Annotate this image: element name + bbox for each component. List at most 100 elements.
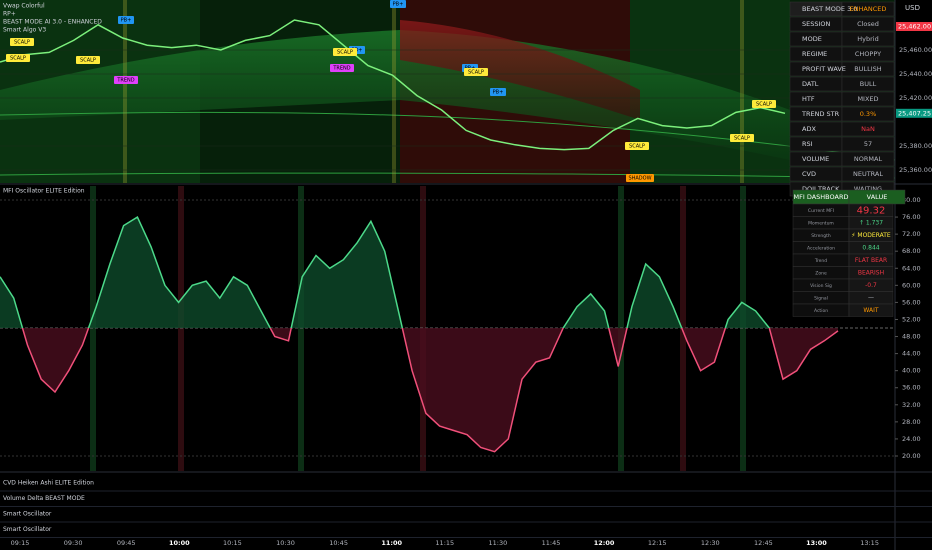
table-key: Strength: [811, 233, 831, 239]
table-key: HTF: [802, 95, 815, 103]
table-cell: [841, 106, 895, 122]
table-value: Closed: [857, 20, 879, 28]
table-value: -0.7: [865, 282, 877, 289]
table-value: WAITING: [854, 185, 882, 193]
table-cell: [841, 16, 895, 32]
time-label: 11:45: [542, 539, 561, 547]
signal-label: SCALP: [629, 144, 645, 150]
table-key: Signal: [814, 296, 828, 302]
top-pane-bg: [0, 0, 896, 183]
mfi-line-up: [0, 216, 771, 328]
signal-tag: [625, 142, 649, 150]
table-cell: [841, 61, 895, 77]
signal-label: SCALP: [10, 56, 26, 62]
mfi-tick-label: 32.00: [902, 401, 921, 409]
table-cell: [841, 121, 895, 137]
time-label: 09:45: [117, 539, 136, 547]
mfi-tick-label: 24.00: [902, 435, 921, 443]
time-label: 09:30: [64, 539, 83, 547]
mfi-tick-label: 60.00: [902, 281, 921, 289]
time-label: 10:15: [223, 539, 242, 547]
price-line: [0, 19, 786, 151]
signal-label: SCALP: [337, 50, 353, 56]
table-key: Action: [814, 308, 828, 314]
mfi-tick-label: 28.00: [902, 418, 921, 426]
signal-tag: [10, 38, 34, 46]
price-tick-label: 25,380.00: [899, 142, 932, 150]
table-key: Zone: [815, 271, 827, 277]
signal-tag: [490, 88, 506, 96]
table-cell: [841, 91, 895, 107]
table-key: ADX: [802, 125, 816, 133]
time-label: 11:30: [489, 539, 508, 547]
table-value: CHOPPY: [855, 50, 881, 58]
table-key: DATL: [802, 80, 819, 88]
time-label: 11:00: [381, 539, 402, 547]
table-key: PROFIT WAVE: [802, 65, 846, 73]
pane-title: Smart Oscillator: [3, 511, 52, 518]
time-label: 13:00: [806, 539, 827, 547]
price-tick-label: 25,360.00: [899, 166, 932, 174]
mfi-tick-label: 20.00: [902, 452, 921, 460]
table-value: Hybrid: [857, 35, 878, 43]
signal-tag: [333, 48, 357, 56]
table-cell: [841, 1, 895, 17]
high-tag: 25,462.00: [898, 23, 931, 31]
table-value: NaN: [861, 125, 875, 133]
signal-tag: [752, 100, 776, 108]
signal-tag: [6, 54, 30, 62]
table-value: 49.32: [857, 206, 886, 217]
last-tag-bg: [896, 108, 932, 118]
table-cell: [848, 303, 894, 317]
signal-tag: [330, 64, 354, 72]
mfi-tick-label: 40.00: [902, 367, 921, 375]
table-value: —: [868, 295, 874, 302]
mfi-tick-label: 36.00: [902, 384, 921, 392]
table-value: ⚡ MODERATE: [851, 232, 891, 239]
signal-label: TREND: [116, 78, 134, 84]
time-label: 10:00: [169, 539, 190, 547]
signal-label: PB+: [393, 2, 404, 8]
signal-label: PB+: [121, 18, 132, 24]
pane-title: CVD Heiken Ashi ELITE Edition: [3, 480, 94, 487]
signal-label: SHADOW: [628, 176, 651, 182]
pane-title: Smart Oscillator: [3, 526, 52, 533]
table-header: MFI DASHBOARD: [794, 193, 849, 201]
table-key: Trend: [814, 258, 827, 264]
indicator-label: RP+: [3, 11, 16, 18]
price-tick-label: 25,440.00: [899, 70, 932, 78]
time-label: 12:15: [648, 539, 667, 547]
table-key: Acceleration: [807, 246, 835, 252]
table-key: Momentum: [808, 221, 834, 227]
currency: USD: [905, 4, 920, 12]
table-key: BEAST MODE 3.0: [802, 5, 857, 13]
mfi-line-down: [21, 328, 839, 453]
table-value: NORMAL: [854, 155, 883, 163]
table-key: MODE: [802, 35, 822, 43]
mfi-tick-label: 52.00: [902, 315, 921, 323]
signal-label: SCALP: [468, 70, 484, 76]
table-value: FLAT BEAR: [855, 257, 887, 264]
table-value: 0.844: [862, 245, 879, 252]
table-cell: [841, 136, 895, 152]
table-value: 0.3%: [860, 110, 877, 118]
table-value: WAIT: [863, 307, 878, 314]
mfi-tick-label: 48.00: [902, 333, 921, 341]
table-key: REGIME: [802, 50, 827, 58]
signal-tag: [730, 134, 754, 142]
table-value: BULLISH: [854, 65, 882, 73]
indicator-label: Vwap Colorful: [3, 3, 45, 10]
signal-label: SCALP: [80, 58, 96, 64]
time-label: 12:00: [594, 539, 615, 547]
signal-tag: [76, 56, 100, 64]
indicator-label: Smart Algo V3: [3, 27, 46, 34]
mfi-tick-label: 56.00: [902, 298, 921, 306]
table-key: TREND STR: [801, 110, 840, 118]
table-key: RSI: [802, 140, 813, 148]
time-label: 09:15: [11, 539, 30, 547]
signal-tag: [114, 76, 138, 84]
time-label: 12:45: [754, 539, 773, 547]
table-value: BEARISH: [858, 270, 884, 277]
table-value: ENHANCED: [850, 5, 887, 13]
high-tag-bg: [896, 22, 932, 31]
